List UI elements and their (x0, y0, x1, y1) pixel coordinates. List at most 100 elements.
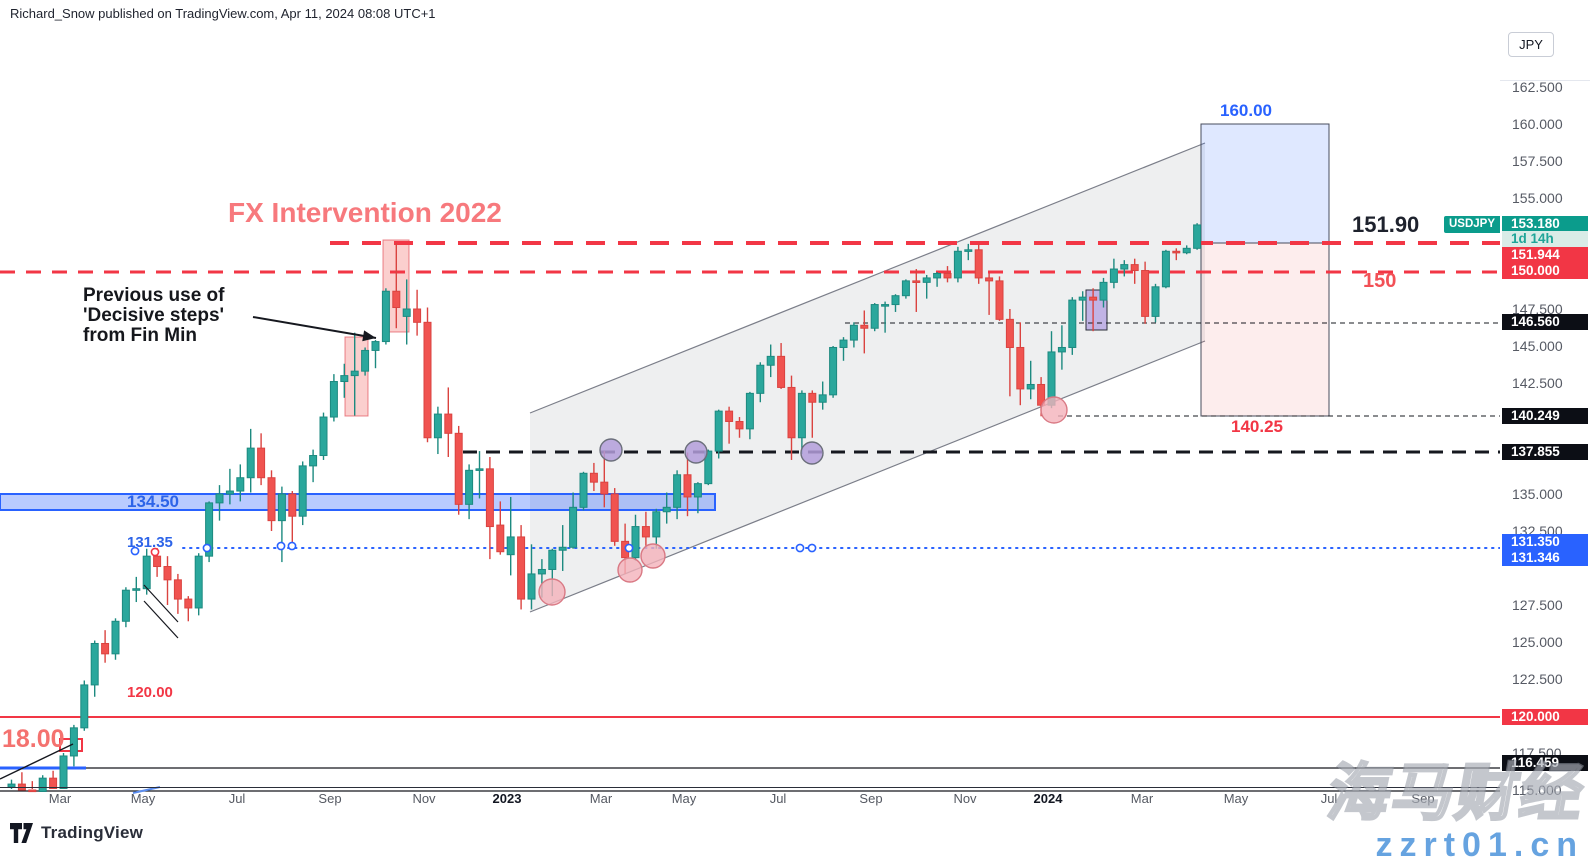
candle-body (121, 589, 130, 622)
price-tag-131.346: 131.346 (1502, 550, 1588, 566)
candle-body (901, 280, 910, 297)
candle-body (558, 546, 567, 551)
pennant-line-2 (143, 600, 179, 639)
candle-body (28, 789, 37, 793)
candle-body (725, 410, 734, 422)
level-120-label: 120.00 (127, 684, 173, 701)
candle-body (662, 506, 671, 513)
time-label-May: May (130, 791, 156, 806)
time-label-Mar: Mar (589, 791, 613, 806)
candle-body (1161, 250, 1170, 288)
price-label-160.000: 160.000 (1512, 116, 1563, 132)
candle-body (517, 536, 526, 600)
candle-body (246, 447, 255, 479)
time-label-Sep: Sep (1411, 791, 1435, 806)
candle-body (704, 450, 713, 485)
candle-body (475, 468, 484, 471)
footer: TradingView (10, 818, 143, 848)
candle-body (371, 341, 380, 351)
candle-body (319, 416, 328, 457)
candle-body (1089, 296, 1098, 301)
candle-body (194, 555, 203, 609)
price-tag-120.000: 120.000 (1502, 709, 1588, 725)
alert-marker-icon (287, 541, 297, 551)
candle-body (444, 413, 453, 434)
level-118-label: 18.00 (2, 725, 65, 753)
candle-body (849, 324, 858, 341)
candle-body (90, 642, 99, 686)
candle-body (454, 432, 463, 505)
price-label-157.500: 157.500 (1512, 153, 1563, 169)
price-label-127.500: 127.500 (1512, 597, 1563, 613)
candle-body (548, 549, 557, 570)
tradingview-logo-icon[interactable] (10, 822, 34, 844)
candle-body (1057, 346, 1066, 353)
candle-body (912, 280, 921, 283)
candle-body (1026, 383, 1035, 390)
zone-134-50-label: 134.50 (127, 492, 179, 511)
candle-body (381, 290, 390, 343)
tradingview-logo-text[interactable]: TradingView (41, 823, 144, 842)
currency-toggle-button[interactable]: JPY (1508, 32, 1554, 57)
candle-body (693, 483, 702, 498)
candle-body (1037, 383, 1046, 406)
pink-circle-4 (1040, 396, 1068, 424)
candle-body (1005, 318, 1014, 348)
price-tag-1d-14h: 1d 14h (1502, 231, 1588, 247)
candle-body (610, 493, 619, 542)
zone-134-50 (0, 493, 716, 511)
candle-body (236, 477, 245, 492)
publish-header: Richard_Snow published on TradingView.co… (10, 6, 436, 21)
candle-body (1193, 224, 1202, 249)
candle-body (163, 566, 172, 581)
candle-body (496, 524, 505, 553)
decisive-steps-arrow (252, 316, 377, 339)
candle-body (683, 474, 692, 498)
axis-separator (1500, 80, 1590, 81)
candle-body (891, 295, 900, 306)
price-label-135.000: 135.000 (1512, 486, 1563, 502)
candle-body (433, 413, 442, 439)
arrowhead-icon (362, 330, 376, 342)
candle-body (59, 755, 68, 790)
candle-body (340, 375, 349, 383)
price-label-142.500: 142.500 (1512, 375, 1563, 391)
candle-body (787, 386, 796, 439)
price-tag-116.459: 116.459 (1502, 755, 1588, 771)
price-label-125.000: 125.000 (1512, 634, 1563, 650)
alert-marker-icon (807, 543, 817, 553)
time-label-Sep: Sep (859, 791, 883, 806)
chart-canvas[interactable] (0, 0, 1590, 812)
candle-body (569, 506, 578, 548)
pink-circle-3 (640, 543, 666, 569)
alert-marker-icon (795, 543, 805, 553)
pink-circle-2 (617, 557, 643, 583)
price-tag-153.180: 153.180 (1502, 216, 1588, 232)
candle-body (1068, 299, 1077, 348)
candle-body (257, 447, 266, 479)
candles (7, 223, 1202, 793)
candle-body (49, 777, 58, 790)
fx-intervention-label: FX Intervention 2022 (228, 197, 502, 228)
candle-body (267, 477, 276, 522)
alert-marker-icon (276, 541, 286, 551)
candle-body (641, 526, 650, 538)
pennant-line-1 (143, 584, 179, 623)
time-label-Mar: Mar (48, 791, 72, 806)
alert-marker-icon (130, 546, 140, 556)
candle-body (38, 777, 47, 792)
candle-body (402, 308, 411, 317)
time-label-2024: 2024 (1033, 791, 1063, 806)
channel-upper-line (529, 142, 1206, 414)
candle-body (205, 502, 214, 557)
candle-body (714, 410, 723, 452)
time-label-Nov: Nov (953, 791, 977, 806)
alert-marker-icon (624, 543, 634, 553)
pink-circle-1 (538, 578, 566, 606)
time-label-Jul: Jul (228, 791, 246, 806)
candle-body (870, 304, 879, 329)
time-axis[interactable]: Mar May Jul Sep Nov 2023 Mar May Jul Sep Nov 2024 Ma… (0, 789, 1590, 810)
price-axis[interactable]: 162.500 160.000 157.500 155.000 147.500 145.0… (1500, 28, 1590, 810)
candle-body (953, 250, 962, 279)
